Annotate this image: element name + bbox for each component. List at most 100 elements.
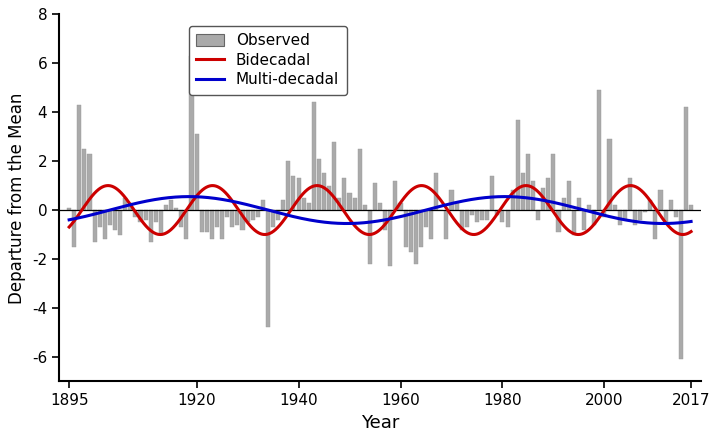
Bar	[138, 210, 143, 222]
Bar	[429, 210, 433, 239]
Bar	[98, 210, 102, 227]
Bar	[154, 210, 158, 222]
Bar	[603, 210, 606, 217]
Bar	[613, 205, 616, 210]
Bar	[643, 210, 647, 213]
Bar	[567, 181, 571, 210]
Bar	[184, 210, 189, 239]
Bar	[409, 210, 413, 252]
Bar	[297, 178, 300, 210]
Bar	[282, 200, 285, 210]
Bar	[133, 210, 138, 217]
Bar	[210, 210, 214, 239]
Bar	[88, 154, 91, 210]
Bar	[271, 210, 275, 227]
Bar	[113, 210, 117, 230]
Bar	[618, 210, 622, 225]
Bar	[598, 90, 601, 210]
Bar	[444, 210, 449, 239]
Bar	[557, 210, 561, 232]
Bar	[669, 200, 672, 210]
Bar	[77, 105, 81, 210]
Bar	[261, 200, 265, 210]
X-axis label: Year: Year	[361, 414, 400, 432]
Bar	[510, 191, 515, 210]
Bar	[480, 210, 484, 220]
Bar	[332, 142, 336, 210]
Bar	[623, 210, 627, 220]
Bar	[246, 210, 250, 222]
Bar	[169, 200, 173, 210]
Bar	[592, 210, 596, 225]
Bar	[541, 188, 545, 210]
Bar	[633, 210, 637, 225]
Bar	[143, 210, 148, 220]
Bar	[546, 178, 550, 210]
Bar	[424, 210, 428, 227]
Bar	[383, 210, 387, 230]
Bar	[225, 210, 229, 217]
Bar	[128, 203, 132, 210]
Bar	[220, 210, 224, 239]
Bar	[215, 210, 219, 227]
Bar	[251, 210, 255, 220]
Bar	[648, 200, 652, 210]
Bar	[684, 107, 688, 210]
Bar	[123, 198, 127, 210]
Bar	[108, 210, 112, 225]
Bar	[475, 210, 479, 222]
Bar	[327, 186, 331, 210]
Bar	[526, 154, 530, 210]
Bar	[363, 205, 367, 210]
Bar	[103, 210, 107, 239]
Bar	[67, 208, 71, 210]
Bar	[608, 139, 611, 210]
Bar	[343, 178, 346, 210]
Bar	[459, 210, 464, 230]
Bar	[118, 210, 122, 235]
Bar	[454, 203, 459, 210]
Bar	[490, 176, 495, 210]
Bar	[276, 210, 280, 220]
Bar	[674, 210, 678, 217]
Bar	[302, 198, 306, 210]
Bar	[419, 210, 423, 247]
Bar	[307, 203, 311, 210]
Bar	[235, 210, 240, 225]
Bar	[312, 103, 316, 210]
Bar	[174, 208, 179, 210]
Bar	[470, 210, 474, 215]
Bar	[689, 205, 693, 210]
Bar	[256, 210, 260, 217]
Bar	[393, 181, 397, 210]
Bar	[194, 134, 199, 210]
Bar	[266, 210, 270, 327]
Bar	[500, 210, 505, 222]
Bar	[179, 210, 184, 227]
Bar	[628, 178, 632, 210]
Bar	[562, 198, 566, 210]
Bar	[434, 173, 438, 210]
Bar	[189, 56, 194, 210]
Bar	[348, 193, 351, 210]
Bar	[653, 210, 657, 239]
Bar	[164, 205, 168, 210]
Bar	[72, 210, 76, 247]
Bar	[531, 181, 535, 210]
Bar	[505, 210, 510, 227]
Bar	[230, 210, 234, 227]
Bar	[82, 149, 86, 210]
Bar	[495, 210, 500, 215]
Bar	[292, 176, 295, 210]
Bar	[398, 203, 402, 210]
Bar	[664, 210, 667, 222]
Bar	[240, 210, 245, 230]
Bar	[93, 210, 96, 242]
Bar	[572, 210, 576, 235]
Bar	[403, 210, 408, 247]
Bar	[337, 198, 341, 210]
Bar	[388, 210, 392, 266]
Bar	[521, 173, 525, 210]
Bar	[287, 161, 290, 210]
Bar	[373, 183, 377, 210]
